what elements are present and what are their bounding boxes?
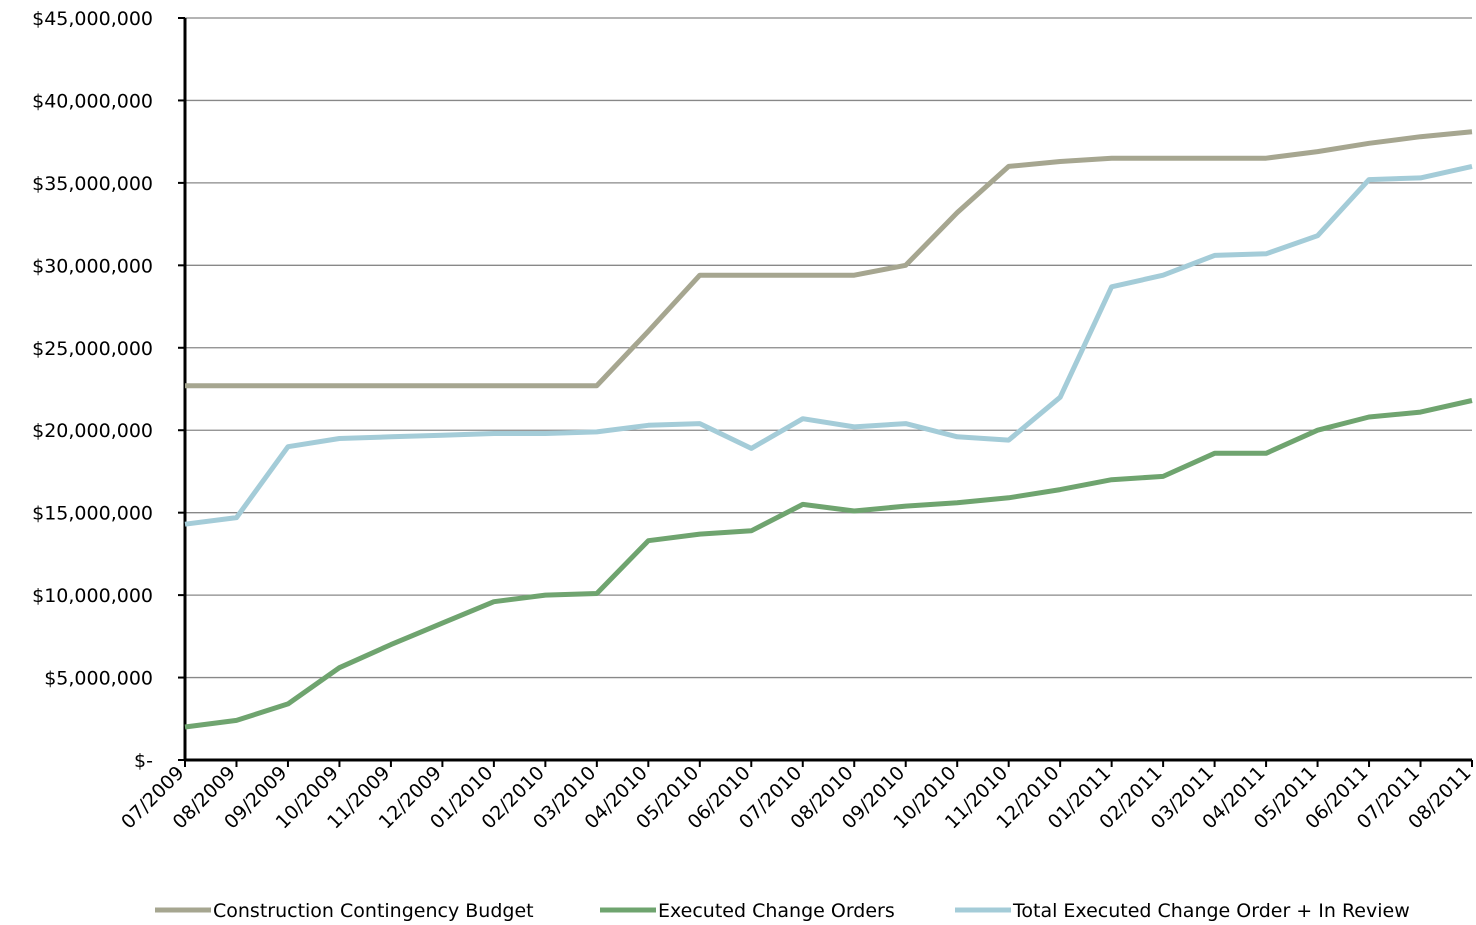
y-tick-label: $45,000,000 <box>32 8 153 30</box>
y-tick-label: $5,000,000 <box>44 668 153 690</box>
legend-label: Total Executed Change Order + In Review <box>1012 900 1410 922</box>
legend-label: Executed Change Orders <box>658 900 895 922</box>
y-tick-label: $40,000,000 <box>32 90 153 112</box>
y-tick-label: $10,000,000 <box>32 585 153 607</box>
series-line <box>184 163 1473 527</box>
series-line <box>185 129 1473 389</box>
y-tick-label: $30,000,000 <box>32 255 153 277</box>
y-tick-label: $35,000,000 <box>32 173 153 195</box>
y-tick-label: $25,000,000 <box>32 338 153 360</box>
series-line <box>184 398 1473 730</box>
y-tick-label: $- <box>134 750 153 772</box>
legend-label: Construction Contingency Budget <box>213 900 534 922</box>
y-tick-label: $15,000,000 <box>32 503 153 525</box>
legend: Construction Contingency Budget Executed … <box>155 900 1410 922</box>
y-tick-label: $20,000,000 <box>32 420 153 442</box>
